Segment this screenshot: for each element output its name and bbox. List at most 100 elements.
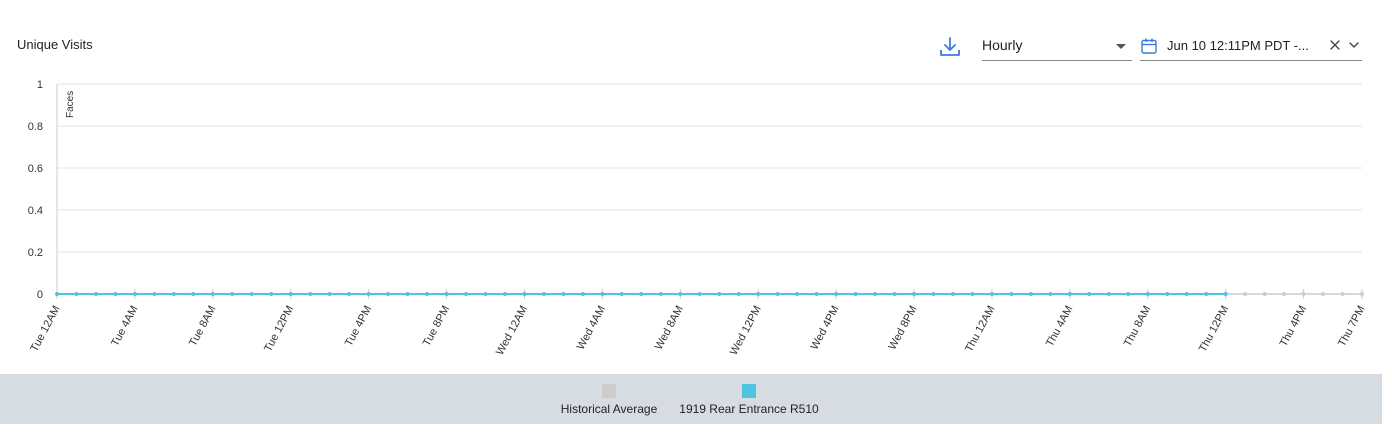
rear-entrance-point — [639, 292, 644, 296]
rear-entrance-point — [678, 292, 683, 296]
rear-entrance-point — [619, 292, 624, 296]
rear-entrance-point — [600, 292, 605, 296]
rear-entrance-point — [795, 292, 800, 296]
historical-average-point — [1282, 292, 1287, 296]
rear-entrance-point — [580, 292, 585, 296]
rear-entrance-point — [132, 292, 137, 296]
legend-label: 1919 Rear Entrance R510 — [679, 402, 819, 416]
caret-down-icon — [1116, 44, 1126, 49]
y-axis-title: Faces — [65, 91, 76, 118]
x-tick-label: Wed 8PM — [886, 304, 919, 352]
rear-entrance-point — [269, 292, 274, 296]
rear-entrance-point — [152, 292, 157, 296]
x-tick-label: Tue 4AM — [109, 304, 140, 349]
rear-entrance-point — [249, 292, 254, 296]
rear-entrance-point — [210, 292, 215, 296]
rear-entrance-point — [425, 292, 430, 296]
rear-entrance-point — [853, 292, 858, 296]
chart-title: Unique Visits — [17, 37, 93, 52]
rear-entrance-point — [55, 292, 59, 296]
historical-average-point — [1360, 292, 1364, 296]
rear-entrance-point — [775, 292, 780, 296]
rear-entrance-point — [1106, 292, 1111, 296]
rear-entrance-point — [1126, 292, 1131, 296]
x-tick-label: Thu 8AM — [1122, 304, 1154, 349]
x-tick-label: Tue 12PM — [262, 304, 296, 354]
legend-item-rear-entrance[interactable]: 1919 Rear Entrance R510 — [679, 384, 819, 416]
close-icon[interactable] — [1328, 38, 1342, 52]
rear-entrance-point — [483, 292, 488, 296]
rear-entrance-point — [989, 292, 994, 296]
y-tick-label: 0 — [37, 289, 43, 301]
x-tick-label: Wed 12AM — [494, 304, 530, 358]
rear-entrance-point — [717, 292, 722, 296]
rear-entrance-point — [1067, 292, 1072, 296]
rear-entrance-point — [464, 292, 469, 296]
x-tick-label: Thu 7PM — [1336, 304, 1368, 349]
rear-entrance-point — [1009, 292, 1014, 296]
rear-entrance-point — [113, 292, 118, 296]
rear-entrance-point — [834, 292, 839, 296]
rear-entrance-point — [386, 292, 391, 296]
x-tick-label: Wed 4PM — [809, 304, 842, 352]
historical-average-point — [1262, 292, 1267, 296]
legend-label: Historical Average — [560, 402, 658, 416]
x-tick-label: Wed 8AM — [653, 304, 686, 352]
legend-swatch — [742, 384, 756, 398]
rear-entrance-point — [308, 292, 313, 296]
y-tick-label: 0.6 — [28, 163, 43, 175]
x-tick-label: Thu 12PM — [1197, 304, 1231, 354]
chevron-down-icon[interactable] — [1347, 38, 1361, 52]
x-tick-label: Tue 12AM — [28, 304, 62, 354]
x-tick-label: Tue 8PM — [421, 304, 452, 349]
rear-entrance-point — [970, 292, 975, 296]
date-range-picker[interactable]: Jun 10 12:11PM PDT -... — [1140, 34, 1362, 61]
rear-entrance-point — [444, 292, 449, 296]
rear-entrance-point — [366, 292, 371, 296]
rear-entrance-point — [230, 292, 235, 296]
legend-item-historical-average[interactable]: Historical Average — [559, 384, 659, 416]
chart-legend: Historical Average 1919 Rear Entrance R5… — [0, 374, 1382, 424]
y-tick-label: 0.4 — [28, 205, 43, 217]
x-tick-label: Tue 8AM — [187, 304, 218, 349]
rear-entrance-point — [1145, 292, 1150, 296]
x-tick-label: Thu 4PM — [1278, 304, 1310, 349]
rear-entrance-point — [171, 292, 176, 296]
x-tick-label: Thu 12AM — [963, 304, 997, 354]
rear-entrance-point — [347, 292, 352, 296]
x-tick-label: Tue 4PM — [343, 304, 374, 349]
rear-entrance-point — [561, 292, 566, 296]
rear-entrance-point — [191, 292, 196, 296]
rear-entrance-point — [736, 292, 741, 296]
rear-entrance-point — [1028, 292, 1033, 296]
rear-entrance-point — [1165, 292, 1170, 296]
rear-entrance-point — [1223, 292, 1228, 296]
y-tick-label: 0.2 — [28, 247, 43, 259]
line-chart: 0 0.2 0.4 0.6 0.8 1 Faces Tue 12AM Tue 4AM Tue 8A… — [28, 79, 1368, 358]
rear-entrance-point — [873, 292, 878, 296]
rear-entrance-point — [1048, 292, 1053, 296]
rear-entrance-point — [697, 292, 702, 296]
historical-average-point — [1321, 292, 1326, 296]
rear-entrance-point — [892, 292, 897, 296]
rear-entrance-point — [405, 292, 410, 296]
rear-entrance-point — [1204, 292, 1209, 296]
historical-average-point — [1243, 292, 1248, 296]
y-tick-label: 0.8 — [28, 121, 43, 133]
historical-average-point — [1301, 292, 1306, 296]
y-tick-label: 1 — [37, 79, 43, 91]
download-icon[interactable] — [938, 35, 962, 59]
calendar-icon — [1140, 37, 1158, 55]
rear-entrance-point — [931, 292, 936, 296]
rear-entrance-point — [658, 292, 663, 296]
rear-entrance-point — [288, 292, 293, 296]
x-tick-label: Thu 4AM — [1044, 304, 1076, 349]
x-tick-label: Wed 4AM — [575, 304, 608, 352]
rear-entrance-point — [814, 292, 819, 296]
rear-entrance-point — [74, 292, 79, 296]
rear-entrance-point — [950, 292, 955, 296]
rear-entrance-point — [912, 292, 917, 296]
interval-select[interactable]: Hourly — [982, 34, 1132, 61]
legend-swatch — [602, 384, 616, 398]
rear-entrance-point — [541, 292, 546, 296]
